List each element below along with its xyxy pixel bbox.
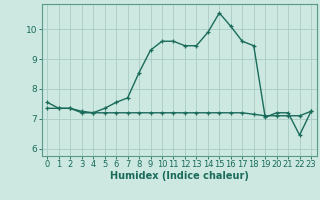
X-axis label: Humidex (Indice chaleur): Humidex (Indice chaleur) (110, 171, 249, 181)
